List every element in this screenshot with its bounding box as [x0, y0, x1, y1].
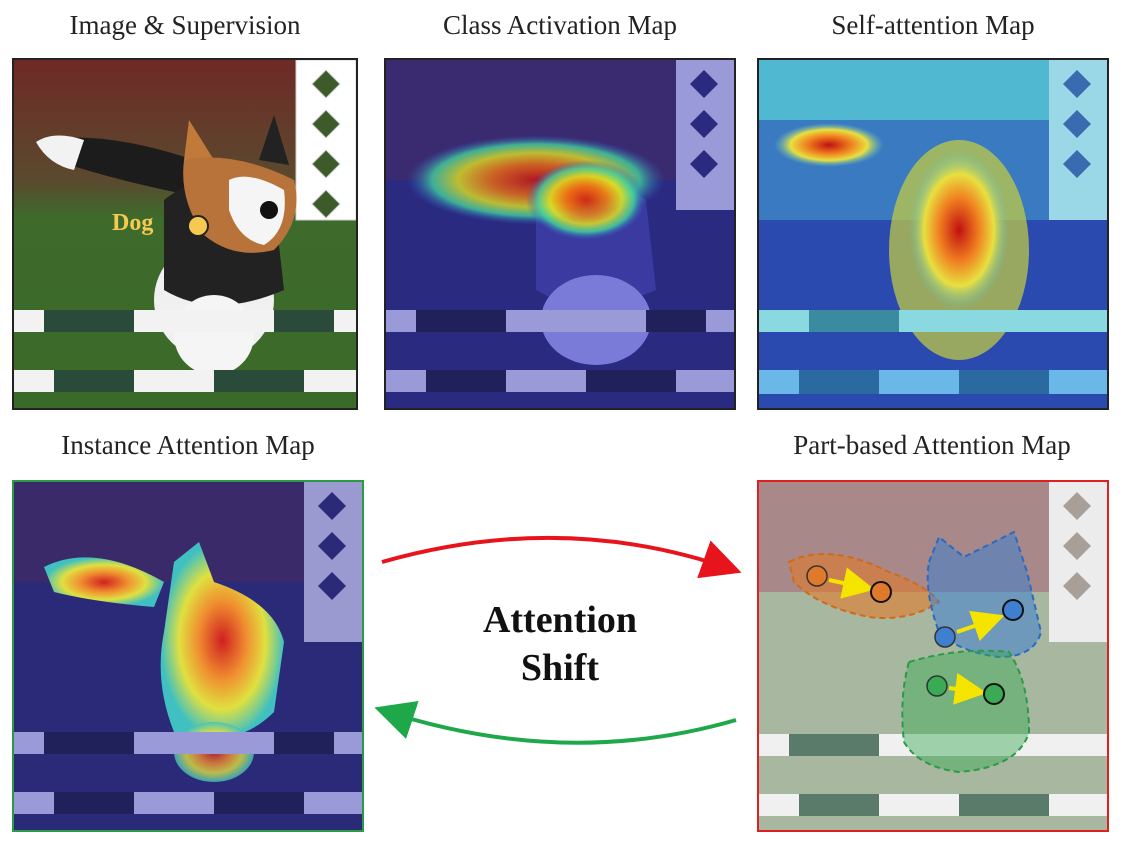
caption-instance-attention: Instance Attention Map	[61, 430, 315, 460]
arrow-to-part	[381, 535, 742, 579]
center-line1: Attention	[482, 599, 638, 641]
attention-shift-label: Attention Shift	[440, 596, 680, 692]
panel-part-attention	[757, 480, 1109, 832]
part-head	[926, 530, 1043, 659]
panel-cam	[384, 58, 736, 410]
caption-self-attention: Self-attention Map	[831, 10, 1035, 40]
panel-self-attention	[757, 58, 1109, 410]
part-attention-image	[759, 482, 1107, 830]
supervision-point	[187, 215, 209, 237]
dog-image: Dog	[14, 60, 356, 408]
point-label: Dog	[112, 210, 153, 236]
caption-part-attention: Part-based Attention Map	[793, 430, 1071, 460]
cam-image	[386, 60, 734, 408]
instance-attention-image	[14, 482, 362, 830]
attention-shift-arrows	[374, 535, 742, 745]
panel-image-supervision: Dog	[12, 58, 358, 410]
caption-cam: Class Activation Map	[443, 10, 677, 40]
part-body	[901, 649, 1031, 774]
panel-instance-attention	[12, 480, 364, 832]
arrow-to-instance	[374, 701, 737, 745]
caption-image-supervision: Image & Supervision	[69, 10, 301, 40]
center-line2: Shift	[520, 647, 600, 689]
self-attention-image	[759, 60, 1107, 408]
